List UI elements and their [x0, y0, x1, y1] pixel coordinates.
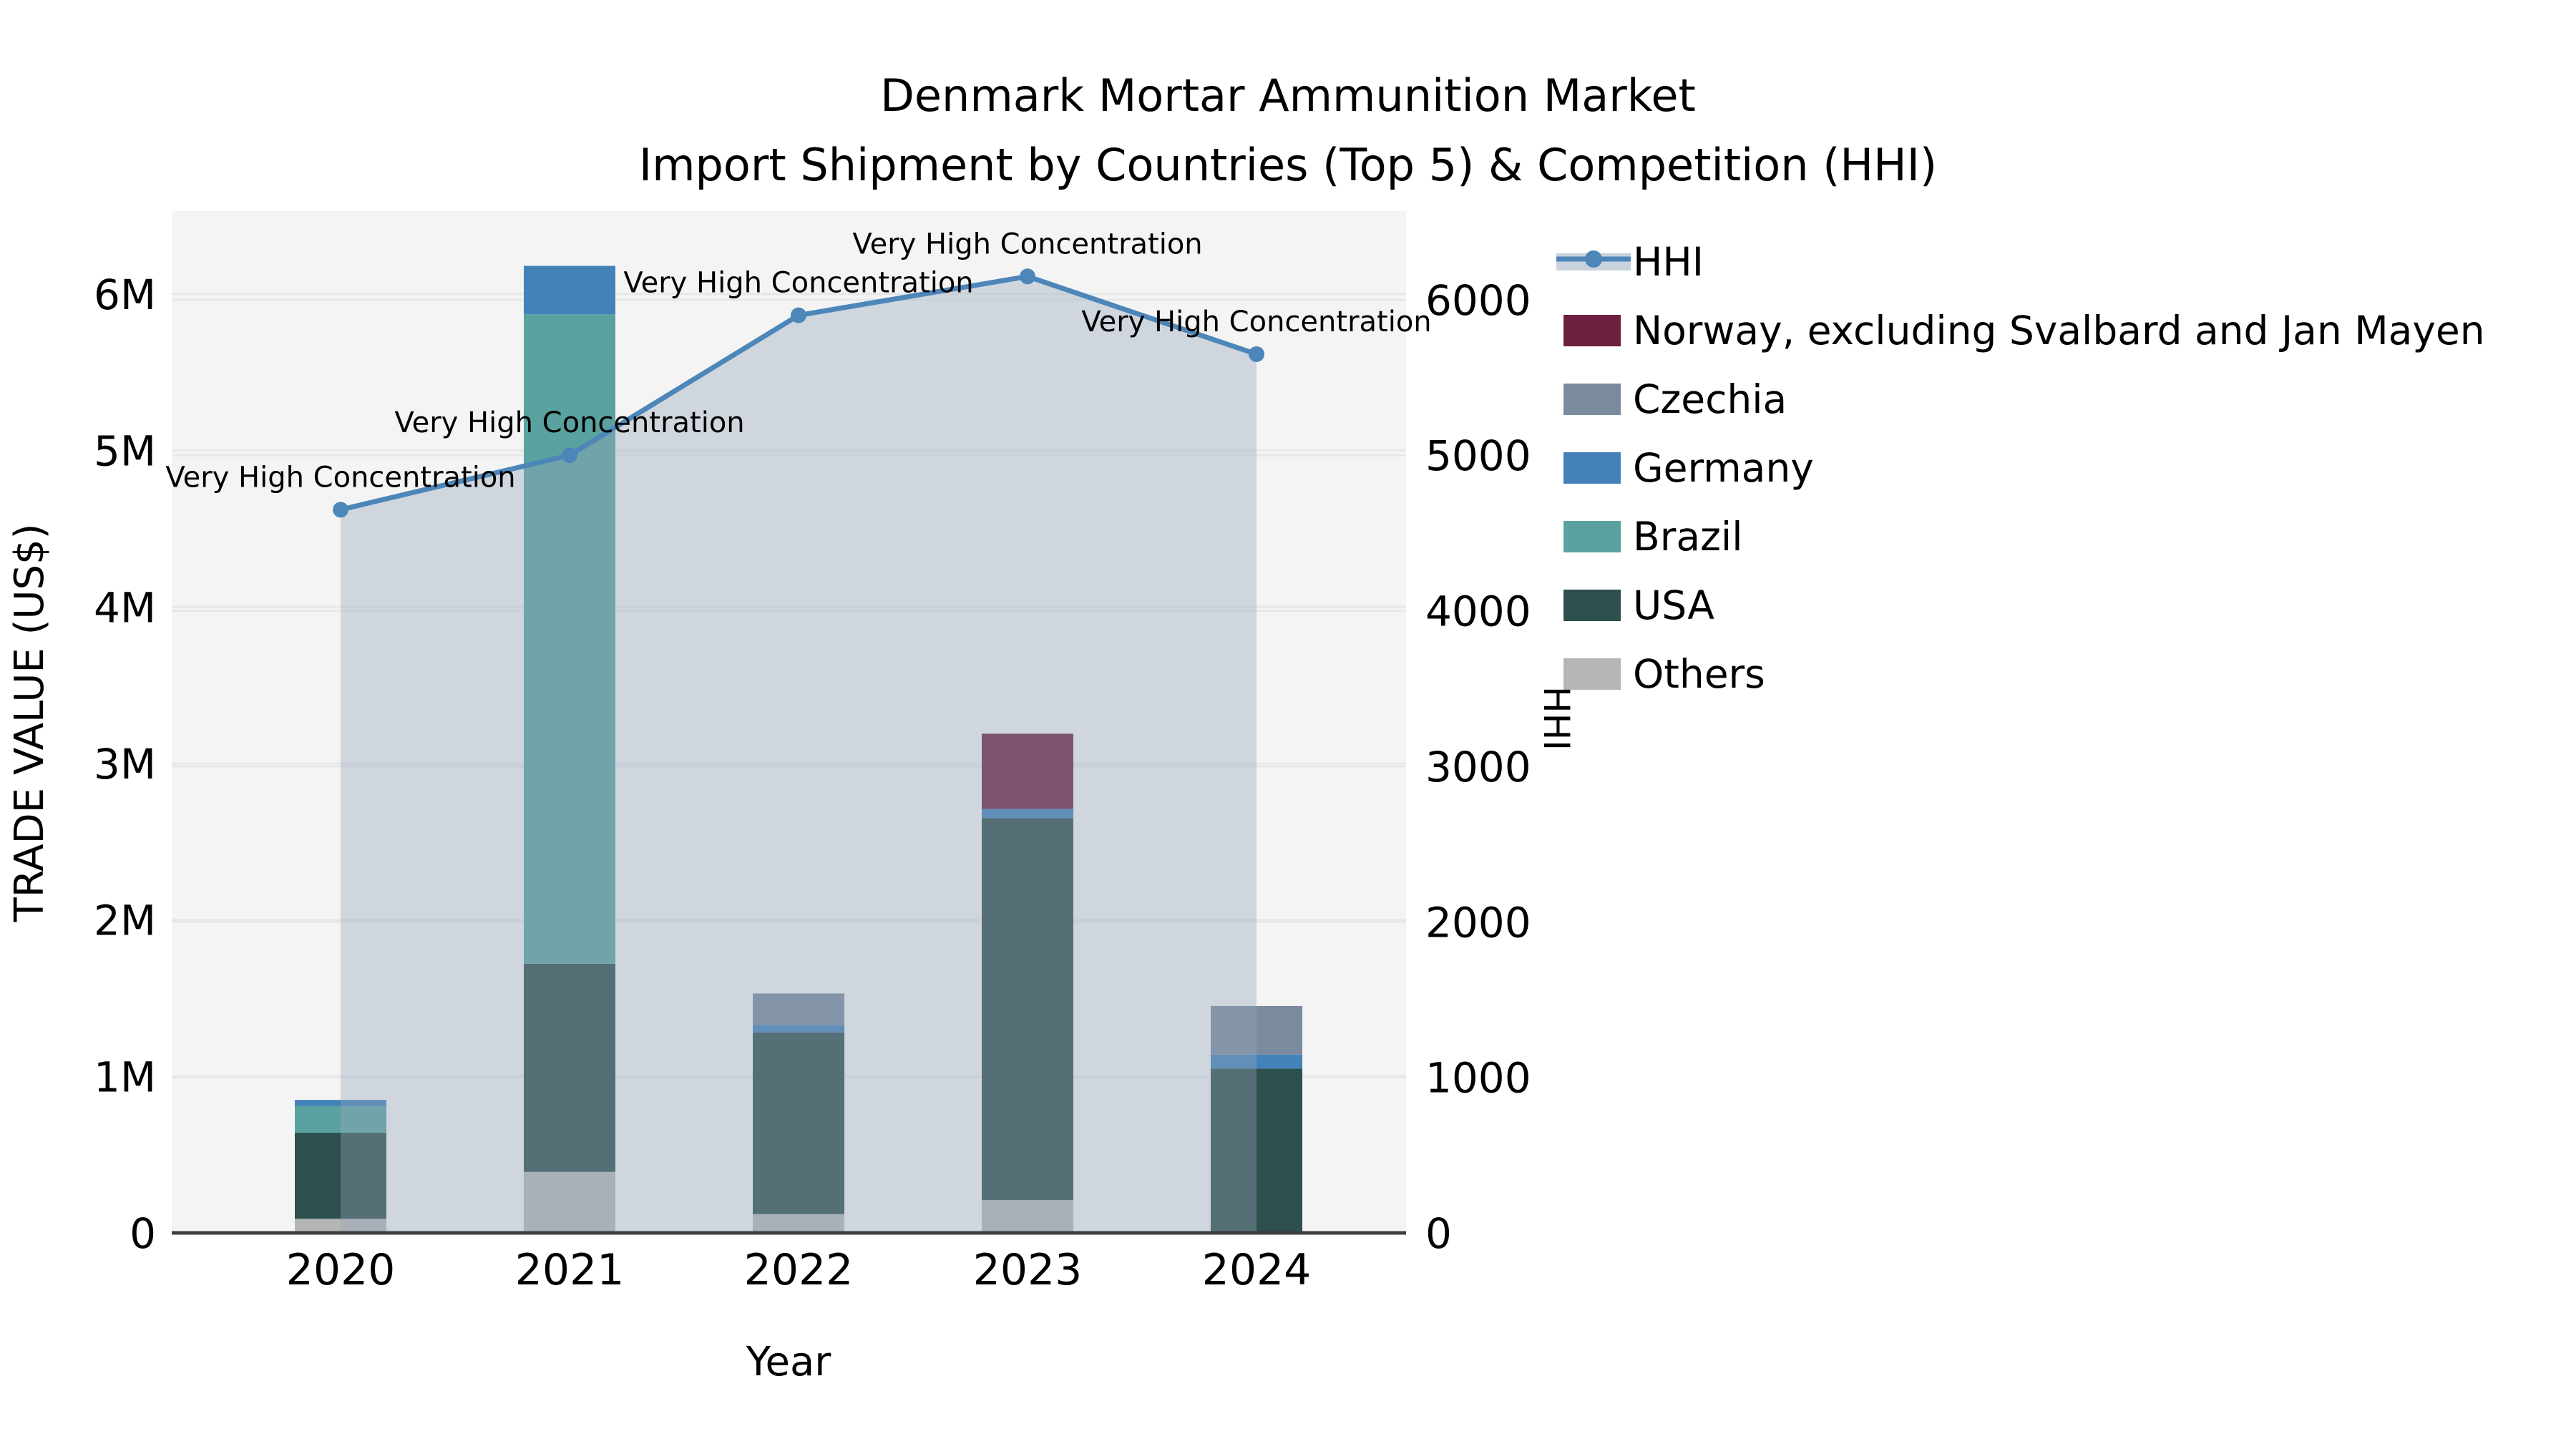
legend-swatch-czechia	[1563, 384, 1621, 415]
bar-segment-usa-2023	[982, 818, 1073, 1201]
legend-label-germany: Germany	[1633, 445, 1814, 491]
ytick-left: 5M	[94, 427, 156, 476]
legend-label-usa: USA	[1633, 582, 1714, 628]
xtick-label: 2024	[1202, 1245, 1312, 1295]
legend-swatch-usa	[1563, 590, 1621, 621]
bar-segment-usa-2022	[753, 1033, 844, 1214]
gridline-layer	[172, 293, 1406, 1079]
x-axis-label: Year	[746, 1339, 832, 1385]
bar-segment-germany-2024	[1211, 1054, 1302, 1069]
bar-segment-others-2023	[982, 1200, 1073, 1233]
axis-layer: 0 1M 2M 3M 4M 5M 6M 0 1000 2000 3000 4000 5000 6000 20…	[94, 270, 1531, 1295]
legend-swatch-others	[1563, 658, 1621, 690]
ytick-left: 6M	[94, 270, 156, 319]
xtick-label: 2022	[744, 1245, 854, 1295]
bar-segment-czechia-2024	[1211, 1005, 1302, 1055]
legend-label-czechia: Czechia	[1633, 376, 1787, 422]
hhi-marker-2024	[1249, 346, 1264, 362]
annotation-label: Very High Concentration	[852, 228, 1202, 260]
ytick-right: 6000	[1425, 276, 1531, 325]
hhi-area-layer	[341, 276, 1257, 1234]
xtick-label: 2020	[286, 1245, 396, 1295]
annotation-layer: Very High Concentration Very High Concent…	[165, 228, 1431, 494]
ytick-right: 5000	[1425, 431, 1531, 480]
bar-segment-usa-2021	[524, 963, 615, 1172]
legend-label-brazil: Brazil	[1633, 514, 1742, 560]
legend-label-hhi: HHI	[1633, 239, 1704, 285]
ytick-right: 3000	[1425, 743, 1531, 791]
bar-segment-others-2020	[295, 1219, 386, 1233]
legend-hhi-marker	[1585, 250, 1602, 268]
ytick-left: 4M	[94, 583, 156, 632]
ytick-right: 4000	[1425, 587, 1531, 636]
annotation-label: Very High Concentration	[1081, 306, 1431, 338]
annotation-label: Very High Concentration	[623, 267, 973, 300]
annotation-label: Very High Concentration	[394, 406, 744, 439]
bar-segment-norway-2023	[982, 733, 1073, 809]
y-axis-label-right: HHI	[1536, 686, 1577, 751]
bar-segment-others-2022	[753, 1214, 844, 1233]
ytick-left: 3M	[94, 740, 156, 789]
bar-layer	[295, 265, 1302, 1233]
legend-label-norway: Norway, excluding Svalbard and Jan Mayen	[1633, 308, 2485, 353]
legend-swatch-germany	[1563, 452, 1621, 484]
hhi-marker-2023	[1020, 268, 1035, 285]
bar-segment-usa-2024	[1211, 1068, 1302, 1231]
bar-segment-usa-2020	[295, 1133, 386, 1219]
chart-title-line2: Import Shipment by Countries (Top 5) & C…	[639, 139, 1937, 191]
bar-segment-germany-2020	[295, 1100, 386, 1106]
hhi-line-layer	[333, 268, 1264, 518]
annotation-label: Very High Concentration	[165, 461, 515, 494]
bar-segment-brazil-2021	[524, 314, 615, 964]
ytick-right: 0	[1425, 1209, 1452, 1258]
xtick-label: 2021	[515, 1245, 625, 1295]
ytick-left: 2M	[94, 897, 156, 945]
bar-segment-others-2021	[524, 1171, 615, 1233]
chart-title-line1: Denmark Mortar Ammunition Market	[880, 69, 1696, 122]
ytick-right: 1000	[1425, 1054, 1531, 1103]
ytick-right: 2000	[1425, 898, 1531, 947]
ytick-left: 0	[130, 1209, 156, 1258]
legend-swatch-norway	[1563, 315, 1621, 346]
hhi-marker-2021	[562, 447, 577, 464]
hhi-area	[341, 276, 1257, 1234]
bar-segment-germany-2021	[524, 265, 615, 315]
bar-segment-germany-2023	[982, 809, 1073, 819]
legend-label-others: Others	[1633, 651, 1765, 697]
bar-segment-germany-2022	[753, 1025, 844, 1033]
xtick-label: 2023	[973, 1245, 1083, 1295]
y-axis-label-left: TRADE VALUE (US$)	[6, 524, 53, 923]
legend: HHI Norway, excluding Svalbard and Jan Ma…	[1556, 239, 2485, 697]
ytick-left: 1M	[94, 1053, 156, 1101]
bar-segment-brazil-2020	[295, 1106, 386, 1133]
legend-swatch-brazil	[1563, 521, 1621, 552]
bar-segment-czechia-2022	[753, 993, 844, 1025]
hhi-marker-2020	[333, 502, 348, 518]
hhi-marker-2022	[791, 307, 806, 323]
